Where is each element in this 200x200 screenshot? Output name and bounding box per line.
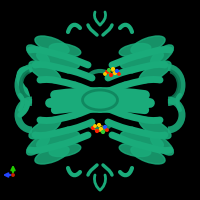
Ellipse shape xyxy=(131,36,165,54)
Circle shape xyxy=(100,128,102,130)
Circle shape xyxy=(102,131,104,133)
Ellipse shape xyxy=(139,61,171,83)
Circle shape xyxy=(112,68,114,70)
Ellipse shape xyxy=(131,146,165,164)
Circle shape xyxy=(98,124,100,126)
Ellipse shape xyxy=(119,143,151,157)
Ellipse shape xyxy=(27,135,49,155)
Circle shape xyxy=(110,74,112,76)
Circle shape xyxy=(104,126,106,128)
Circle shape xyxy=(116,70,118,72)
Circle shape xyxy=(114,72,116,74)
Ellipse shape xyxy=(35,36,69,54)
Ellipse shape xyxy=(139,117,171,139)
Ellipse shape xyxy=(49,43,81,57)
Ellipse shape xyxy=(29,117,61,139)
Circle shape xyxy=(106,129,108,131)
Circle shape xyxy=(12,174,14,176)
Circle shape xyxy=(104,73,106,75)
Ellipse shape xyxy=(151,45,173,65)
Circle shape xyxy=(96,130,98,132)
Circle shape xyxy=(94,125,96,127)
Ellipse shape xyxy=(35,146,69,164)
Ellipse shape xyxy=(119,43,151,57)
Ellipse shape xyxy=(49,143,81,157)
Circle shape xyxy=(118,73,120,75)
Circle shape xyxy=(108,69,110,71)
Ellipse shape xyxy=(29,61,61,83)
Ellipse shape xyxy=(121,50,163,70)
Circle shape xyxy=(106,71,108,73)
Ellipse shape xyxy=(37,130,79,150)
Ellipse shape xyxy=(37,50,79,70)
Ellipse shape xyxy=(27,45,49,65)
Circle shape xyxy=(92,127,94,129)
Ellipse shape xyxy=(151,135,173,155)
Ellipse shape xyxy=(121,130,163,150)
